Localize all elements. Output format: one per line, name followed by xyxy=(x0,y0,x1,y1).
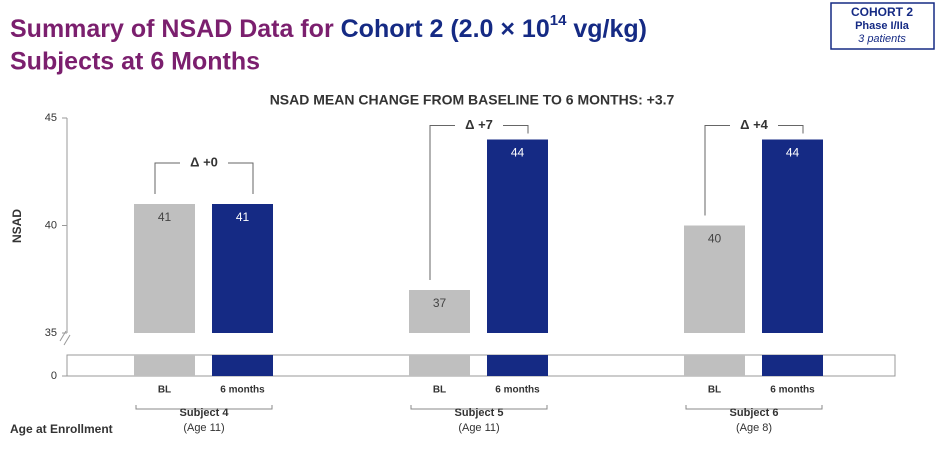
x-tick-label: BL xyxy=(708,385,721,396)
group-note: (Age 8) xyxy=(736,422,772,434)
bar xyxy=(212,204,273,333)
bar-stub xyxy=(134,355,195,376)
delta-gap xyxy=(180,154,228,172)
title-superscript: 14 xyxy=(550,12,567,29)
delta-gap xyxy=(730,116,778,135)
group-label: Subject 5 xyxy=(455,407,504,419)
page-title-line2: Subjects at 6 Months xyxy=(10,48,260,76)
group-bracket xyxy=(410,405,548,410)
title-part: Summary of NSAD Data for xyxy=(10,15,341,43)
axis-break xyxy=(63,334,71,346)
bar-stub xyxy=(684,355,745,376)
bar-stub xyxy=(762,355,823,376)
bar xyxy=(487,139,548,333)
x-tick-label: BL xyxy=(433,385,446,396)
value-label: 44 xyxy=(511,146,525,160)
value-label: 44 xyxy=(786,146,800,160)
delta-label: Δ +7 xyxy=(465,117,493,132)
value-label: 41 xyxy=(158,210,172,224)
x-tick-label: BL xyxy=(158,385,171,396)
x-tick-label: 6 months xyxy=(495,385,540,396)
title-part: Cohort 2 (2.0 × 10 xyxy=(341,15,550,43)
y-tick-label: 40 xyxy=(45,219,57,231)
badge-text: COHORT 2 xyxy=(851,5,913,19)
bar xyxy=(684,225,745,333)
value-label: 40 xyxy=(708,232,722,246)
bar xyxy=(134,204,195,333)
x-tick-label: 6 months xyxy=(770,385,815,396)
y-axis-label: NSAD xyxy=(10,209,24,243)
value-label: 41 xyxy=(236,210,250,224)
bar-stub xyxy=(487,355,548,376)
title-part: vg/kg) xyxy=(566,15,647,43)
chart-title: NSAD MEAN CHANGE FROM BASELINE TO 6 MONT… xyxy=(270,92,675,108)
group-bracket xyxy=(685,405,823,410)
delta-gap xyxy=(455,116,503,135)
bar xyxy=(762,139,823,333)
break-band xyxy=(66,354,896,377)
note-title: Age at Enrollment xyxy=(10,422,113,436)
y-tick-label: 35 xyxy=(45,327,57,339)
group-label: Subject 4 xyxy=(180,407,230,419)
badge-text: 3 patients xyxy=(858,33,906,45)
y-tick-label: 45 xyxy=(45,112,57,124)
group-note: (Age 11) xyxy=(183,422,224,434)
badge-text: Phase I/IIa xyxy=(855,20,910,32)
group-note: (Age 11) xyxy=(458,422,499,434)
bar xyxy=(409,290,470,333)
x-tick-label: 6 months xyxy=(220,385,265,396)
delta-label: Δ +4 xyxy=(740,117,769,132)
value-label: 37 xyxy=(433,296,447,310)
bar-stub xyxy=(212,355,273,376)
page-title: Summary of NSAD Data for Cohort 2 (2.0 ×… xyxy=(10,12,647,43)
group-label: Subject 6 xyxy=(730,407,779,419)
bar-stub xyxy=(409,355,470,376)
badge-box xyxy=(830,2,935,50)
delta-label: Δ +0 xyxy=(190,154,218,169)
y-tick-label: 0 xyxy=(51,370,57,382)
group-bracket xyxy=(135,405,273,410)
